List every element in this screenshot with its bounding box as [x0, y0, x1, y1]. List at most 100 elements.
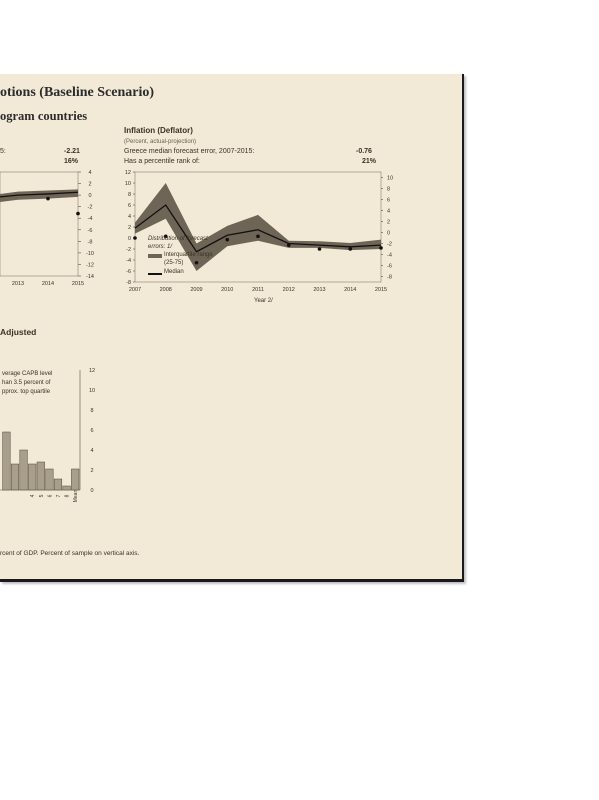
inflation-ytick-right-label: -4 [387, 253, 392, 259]
capb-xtick-label: 5 [39, 494, 45, 497]
left-ytick-label: 2 [88, 182, 91, 188]
legend-median-swatch [148, 273, 162, 275]
inflation-point [225, 237, 230, 242]
capb-annotation-2: han 3.5 percent of [2, 380, 51, 386]
left-band [0, 189, 78, 203]
inflation-ytick-right-label: 4 [387, 209, 390, 215]
inflation-ytick-left-label: -4 [126, 258, 131, 264]
capb-ytick-label: 12 [89, 368, 95, 374]
legend-title-2: errors: 1/ [148, 244, 173, 250]
legend-iqr-label-2: (25-75) [164, 260, 184, 266]
left-xtick-label: 2013 [12, 281, 24, 287]
left-ytick-label: 4 [88, 170, 91, 176]
inflation-xtick-label: 2010 [221, 287, 233, 293]
left-ytick-label: -10 [86, 251, 94, 257]
inflation-xtick-label: 2011 [252, 287, 264, 293]
inflation-xtick-label: 2014 [344, 287, 356, 293]
left-ytick-label: -12 [86, 262, 94, 268]
left-ytick-label: -8 [88, 239, 93, 245]
capb-bar [36, 461, 45, 491]
inflation-point [133, 236, 137, 240]
inflation-ytick-right-label: 10 [387, 176, 393, 182]
left-ytick-label: -14 [86, 274, 94, 280]
capb-ytick-label: 6 [90, 428, 93, 434]
left-error-label: 5: [0, 148, 6, 155]
capb-xtick-label: 7 [56, 494, 62, 497]
inflation-ytick-left-label: -8 [126, 280, 131, 286]
inflation-iqr-band [135, 183, 381, 271]
left-rank-value: 16% [64, 158, 79, 165]
capb-xtick-label: Mean [73, 490, 79, 503]
figure-title: otions (Baseline Scenario) [0, 85, 154, 100]
left-point [46, 196, 50, 201]
inflation-ytick-left-label: 4 [128, 214, 131, 220]
inflation-rank-label: Has a percentile rank of: [124, 158, 200, 165]
left-xtick-label: 2014 [42, 281, 54, 287]
capb-bar [10, 463, 20, 491]
inflation-point [348, 247, 353, 251]
inflation-xtick-label: 2012 [283, 287, 295, 293]
left-error-value: -2.21 [64, 148, 80, 155]
left-partial-chart: 4 2 0 -2 -4 -6 -8 -10 -12 -14 2013 2014 2015 [0, 170, 94, 287]
inflation-ytick-left-label: 10 [125, 181, 131, 187]
inflation-xtick-label: 2013 [313, 287, 325, 293]
inflation-ytick-left-label: 12 [125, 170, 131, 176]
capb-xtick-label: 8 [65, 494, 71, 497]
inflation-xtick-label: 2009 [190, 287, 202, 293]
capb-bar [71, 468, 80, 491]
inflation-point [286, 243, 291, 247]
inflation-ytick-left-label: 8 [128, 192, 131, 198]
legend-iqr-swatch [148, 254, 162, 258]
left-xtick-label: 2015 [72, 281, 84, 287]
capb-bar [53, 478, 63, 491]
legend-title-1: Distribution of forecast [148, 236, 208, 242]
inflation-point [194, 260, 199, 265]
capb-ytick-label: 8 [90, 408, 93, 414]
inflation-ytick-right-label: 0 [387, 231, 390, 237]
capb-bar [62, 485, 71, 491]
adjusted-label: Adjusted [0, 327, 37, 337]
inflation-error-value: -0.76 [356, 148, 372, 155]
inflation-ytick-right-label: -6 [387, 264, 392, 270]
left-chart-frame [0, 171, 79, 277]
capb-bar [28, 463, 37, 491]
capb-ytick-label: 10 [89, 388, 95, 394]
capb-bar [19, 449, 28, 491]
inflation-ytick-right-label: 6 [387, 198, 390, 204]
figure-subtitle: ogram countries [0, 109, 88, 123]
capb-ytick-label: 4 [90, 448, 93, 454]
legend-median-label: Median [164, 269, 184, 275]
capb-ytick-label: 2 [90, 468, 93, 474]
inflation-rank-value: 21% [362, 158, 377, 165]
left-ytick-label: -6 [88, 228, 93, 234]
capb-xtick-label: 4 [30, 494, 36, 497]
capb-bar [45, 468, 54, 491]
inflation-ytick-left-label: -6 [126, 269, 131, 275]
inflation-xtick-label: 2015 [375, 287, 387, 293]
capb-annotation-3: pprox. top quartile [2, 389, 51, 395]
inflation-title: Inflation (Deflator) [124, 126, 193, 135]
capb-annotation-1: verage CAPB level [2, 371, 53, 377]
inflation-xtick-label: 2008 [160, 287, 172, 293]
capb-bar [2, 431, 11, 491]
footnote: rcent of GDP. Percent of sample on verti… [0, 550, 140, 557]
inflation-subtitle: (Percent, actual-projection) [124, 139, 197, 145]
inflation-ytick-right-label: -2 [387, 242, 392, 248]
inflation-ytick-left-label: -2 [126, 247, 131, 253]
inflation-point [163, 234, 168, 239]
left-point [76, 211, 80, 216]
inflation-error-label: Greece median forecast error, 2007-2015: [124, 148, 255, 155]
inflation-point [317, 247, 322, 251]
capb-ytick-label: 0 [90, 488, 93, 494]
left-ytick-label: -2 [88, 205, 93, 211]
inflation-ytick-left-label: 2 [128, 225, 131, 231]
inflation-ytick-right-label: 2 [387, 220, 390, 226]
inflation-xlabel: Year 2/ [254, 298, 273, 304]
inflation-xtick-label: 2007 [129, 287, 141, 293]
inflation-ytick-right-label: -8 [387, 275, 392, 281]
inflation-ytick-left-label: 0 [128, 236, 131, 242]
inflation-point [379, 246, 383, 250]
capb-xtick-label: 6 [47, 494, 53, 497]
figure-panel: otions (Baseline Scenario) ogram countri… [0, 74, 464, 582]
